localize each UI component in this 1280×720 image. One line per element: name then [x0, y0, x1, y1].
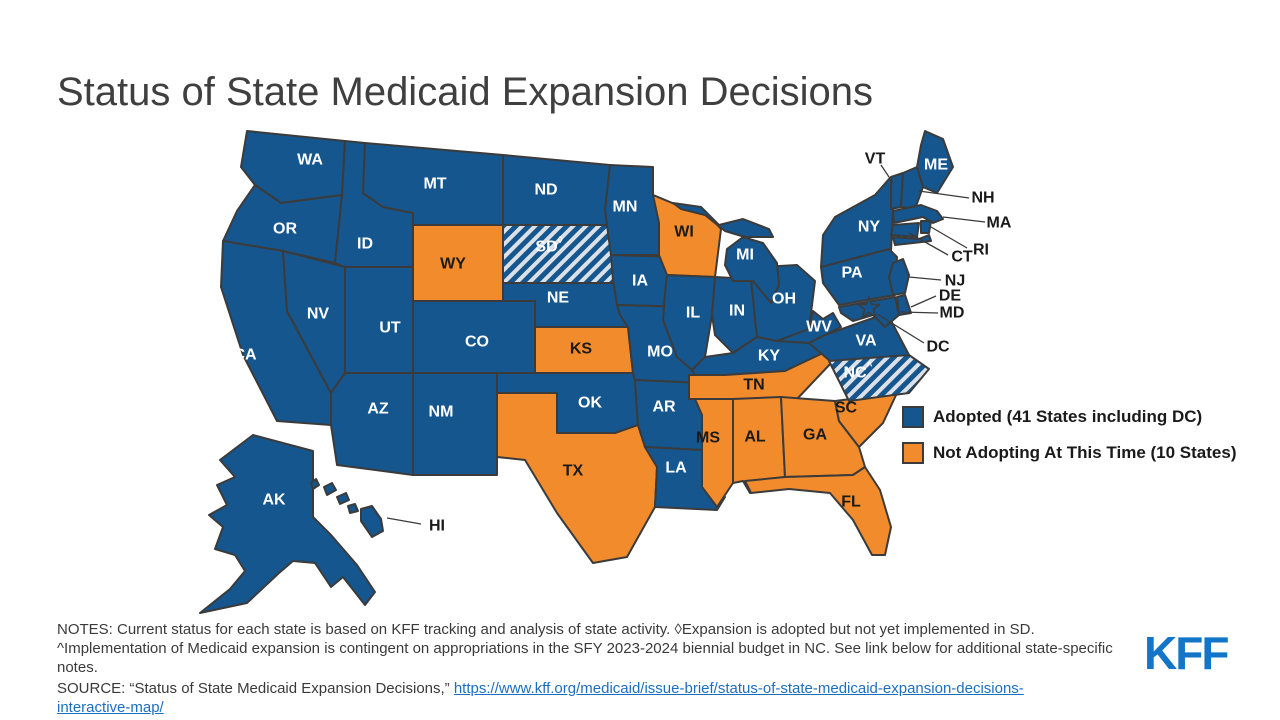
state-label-AR: AR — [652, 399, 676, 416]
legend-label-not-adopting: Not Adopting At This Time (10 States) — [933, 443, 1237, 462]
state-label-MN: MN — [613, 199, 638, 216]
state-label-AK: AK — [262, 492, 286, 509]
state-label-OR: OR — [273, 221, 297, 238]
pointer-line-NH — [918, 190, 970, 199]
pointer-line-MD — [900, 311, 939, 314]
state-label-ND: ND — [534, 182, 557, 199]
state-label-MT: MT — [423, 176, 446, 193]
legend: Adopted (41 States including DC) Not Ado… — [902, 406, 1237, 478]
state-label-NJ: NJ — [945, 273, 965, 290]
pointer-line-DC — [876, 313, 925, 344]
pointer-line-HI — [386, 517, 422, 525]
state-label-TN: TN — [743, 377, 764, 394]
state-label-LA: LA — [665, 460, 687, 477]
state-NM — [412, 372, 498, 476]
pointer-line-NJ — [908, 276, 942, 281]
state-label-IA: IA — [632, 273, 648, 290]
state-label-ME: ME — [924, 157, 948, 174]
state-label-AZ: AZ — [367, 401, 389, 418]
state-label-VT: VT — [865, 151, 886, 168]
state-label-HI: HI — [429, 518, 445, 535]
state-label-NE: NE — [547, 290, 570, 307]
state-label-OH: OH — [772, 291, 796, 308]
state-label-CA: CA — [233, 347, 257, 364]
state-RI — [920, 220, 932, 234]
state-HI — [323, 482, 337, 496]
source-prefix: SOURCE: “Status of State Medicaid Expans… — [57, 680, 454, 697]
page-title: Status of State Medicaid Expansion Decis… — [57, 70, 873, 114]
state-label-MD: MD — [940, 305, 965, 322]
state-label-NY: NY — [858, 219, 881, 236]
state-label-WI: WI — [674, 224, 694, 241]
state-label-WV: WV — [806, 319, 832, 336]
state-label-DC: DC — [926, 339, 950, 356]
state-label-MO: MO — [647, 344, 673, 361]
legend-swatch-not-adopting — [902, 442, 924, 464]
pointer-line-MA — [942, 216, 986, 223]
state-label-WA: WA — [297, 152, 323, 169]
state-label-CT: CT — [951, 249, 973, 266]
state-HI — [336, 492, 350, 505]
pointer-line-CT — [908, 232, 949, 256]
pointer-line-DE — [910, 295, 937, 308]
kff-logo: KFF — [1144, 627, 1229, 679]
state-HI — [360, 505, 384, 538]
us-map-svg: WA OR CA NV ID MT WY UT CO AZ NM ND SD◊ NE KS OK TX MN IA M… — [199, 130, 1012, 614]
state-label-MS: MS — [696, 430, 720, 447]
state-CT — [890, 222, 920, 238]
state-label-NH: NH — [971, 190, 994, 207]
state-label-NM: NM — [429, 404, 454, 421]
state-label-AL: AL — [744, 429, 766, 446]
state-label-MA: MA — [987, 215, 1012, 232]
state-label-NV: NV — [307, 306, 330, 323]
pointer-line-RI — [930, 226, 968, 249]
state-AK — [199, 434, 376, 614]
state-label-PA: PA — [841, 265, 862, 282]
state-FL — [744, 466, 892, 556]
state-label-DE: DE — [939, 288, 962, 305]
state-MI — [672, 202, 774, 238]
state-NJ — [888, 258, 910, 296]
state-label-IL: IL — [686, 305, 700, 322]
state-label-SD: SD◊ — [535, 235, 562, 256]
dc-star-icon — [857, 296, 881, 318]
source-text: SOURCE: “Status of State Medicaid Expans… — [57, 679, 1097, 717]
notes-text: NOTES: Current status for each state is … — [57, 621, 1113, 676]
source-link[interactable]: https://www.kff.org/medicaid/issue-brief… — [57, 680, 1024, 716]
state-label-IN: IN — [729, 303, 745, 320]
state-label-KS: KS — [570, 341, 593, 358]
legend-item-not-adopting: Not Adopting At This Time (10 States) — [902, 442, 1237, 464]
state-HI — [347, 503, 359, 514]
state-label-WY: WY — [440, 256, 466, 273]
state-label-GA: GA — [803, 427, 827, 444]
state-label-SC: SC — [835, 400, 858, 417]
state-MA — [892, 204, 944, 224]
state-NY — [892, 234, 932, 246]
state-label-MI: MI — [736, 247, 754, 264]
legend-item-adopted: Adopted (41 States including DC) — [902, 406, 1237, 428]
state-ME — [916, 130, 954, 194]
us-map: WA OR CA NV ID MT WY UT CO AZ NM ND SD◊ NE KS OK TX MN IA M… — [185, 115, 1015, 635]
state-label-FL: FL — [841, 494, 861, 511]
state-HI — [310, 478, 320, 490]
legend-swatch-adopted — [902, 406, 924, 428]
state-label-UT: UT — [379, 320, 401, 337]
state-label-TX: TX — [563, 463, 584, 480]
state-label-RI: RI — [973, 242, 989, 259]
state-label-VA: VA — [855, 333, 876, 350]
state-MI — [724, 236, 780, 304]
state-AZ — [330, 372, 414, 476]
state-label-ID: ID — [357, 236, 373, 253]
pointer-line-VT — [880, 164, 894, 184]
state-label-NC: NC^ — [844, 361, 873, 382]
state-NC — [828, 354, 930, 402]
state-NH — [900, 166, 924, 210]
legend-label-adopted: Adopted (41 States including DC) — [933, 407, 1203, 426]
state-label-CO: CO — [465, 334, 489, 351]
state-label-OK: OK — [578, 395, 602, 412]
state-label-KY: KY — [758, 348, 781, 365]
